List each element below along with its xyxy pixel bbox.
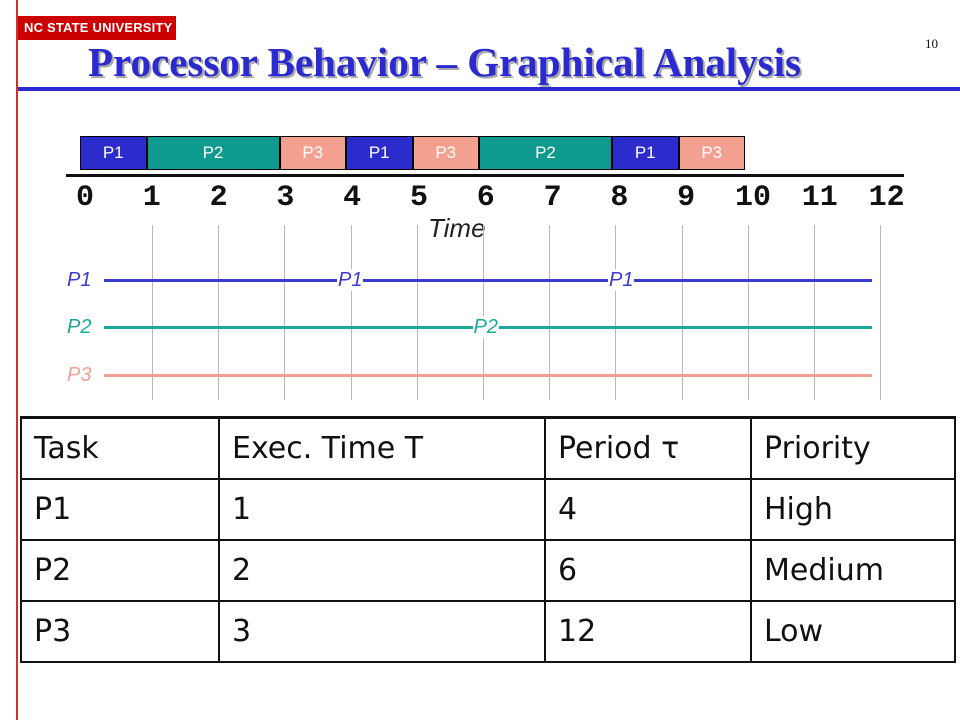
table-cell: P1 — [20, 478, 220, 541]
table-cell: P3 — [20, 600, 220, 663]
release-line-p1 — [104, 279, 872, 282]
time-gridline — [747, 225, 749, 400]
release-marker-p1: P1 — [608, 269, 635, 291]
time-tick-label: 12 — [868, 181, 905, 215]
left-margin-rule — [16, 0, 18, 720]
table-header-cell: Exec. Time T — [218, 416, 546, 480]
time-gridline — [615, 225, 617, 400]
time-tick-label: 5 — [409, 181, 428, 215]
time-tick-label: 1 — [142, 181, 161, 215]
time-tick-label: 3 — [276, 181, 295, 215]
table-cell: Low — [750, 600, 956, 663]
table-cell: 12 — [544, 600, 752, 663]
page-number: 10 — [925, 36, 938, 51]
time-gridline — [880, 225, 882, 400]
schedule-block-p1: P1 — [80, 136, 147, 170]
schedule-block-p1: P1 — [346, 136, 413, 170]
table-cell: P2 — [20, 539, 220, 602]
university-logo: NC STATE UNIVERSITY — [18, 16, 176, 40]
table-cell: 6 — [544, 539, 752, 602]
table-row: P3 3 12 Low — [20, 600, 956, 663]
time-gridline — [218, 225, 220, 400]
table-cell: 3 — [218, 600, 546, 663]
schedule-block-p3: P3 — [678, 136, 745, 170]
task-table: Task Exec. Time T Period τ Priority P1 1 4 High… — [20, 416, 956, 663]
time-tick-label: 6 — [476, 181, 495, 215]
schedule-block-p3: P3 — [279, 136, 346, 170]
table-cell: 1 — [218, 478, 546, 541]
title-underline — [18, 87, 960, 91]
time-gridline — [483, 225, 484, 400]
table-header-cell: Period τ — [544, 416, 752, 480]
schedule-block-p2: P2 — [479, 136, 612, 170]
time-tick-label: 0 — [75, 181, 94, 215]
release-marker-p1: P1 — [337, 269, 364, 291]
table-cell: 4 — [544, 478, 752, 541]
time-tick-label: 10 — [734, 181, 771, 215]
schedule-block-p2: P2 — [146, 136, 280, 170]
table-header-cell: Task — [20, 416, 220, 480]
time-axis-line — [66, 174, 904, 177]
time-gridline — [549, 225, 551, 400]
table-cell: High — [750, 478, 956, 541]
time-tick-label: 8 — [610, 181, 629, 215]
time-gridline — [284, 225, 286, 400]
time-axis-label: Time — [428, 213, 486, 243]
slide-title: Processor Behavior – Graphical Analysis — [88, 39, 801, 85]
schedule-block-p3: P3 — [412, 136, 479, 170]
table-row: P1 1 4 High — [20, 478, 956, 541]
table-row: P2 2 6 Medium — [20, 539, 956, 602]
release-marker-p2: P2 — [472, 316, 499, 338]
release-marker-p3: P3 — [66, 364, 93, 386]
time-tick-label: 4 — [343, 181, 362, 215]
time-gridline — [152, 225, 153, 400]
table-cell: Medium — [750, 539, 956, 602]
release-line-p3 — [104, 374, 872, 377]
table-header-row: Task Exec. Time T Period τ Priority — [20, 416, 956, 480]
time-tick-label: 7 — [543, 181, 562, 215]
time-tick-label: 11 — [801, 181, 838, 215]
time-tick-label: 2 — [209, 181, 228, 215]
time-gridline — [350, 225, 352, 400]
time-tick-label: 9 — [677, 181, 696, 215]
table-header-cell: Priority — [750, 416, 956, 480]
time-gridline — [814, 225, 815, 400]
time-gridline — [681, 225, 683, 400]
release-marker-p1: P1 — [66, 269, 93, 291]
time-gridline — [416, 225, 418, 400]
release-marker-p2: P2 — [66, 316, 93, 338]
schedule-block-p1: P1 — [612, 136, 679, 170]
table-cell: 2 — [218, 539, 546, 602]
